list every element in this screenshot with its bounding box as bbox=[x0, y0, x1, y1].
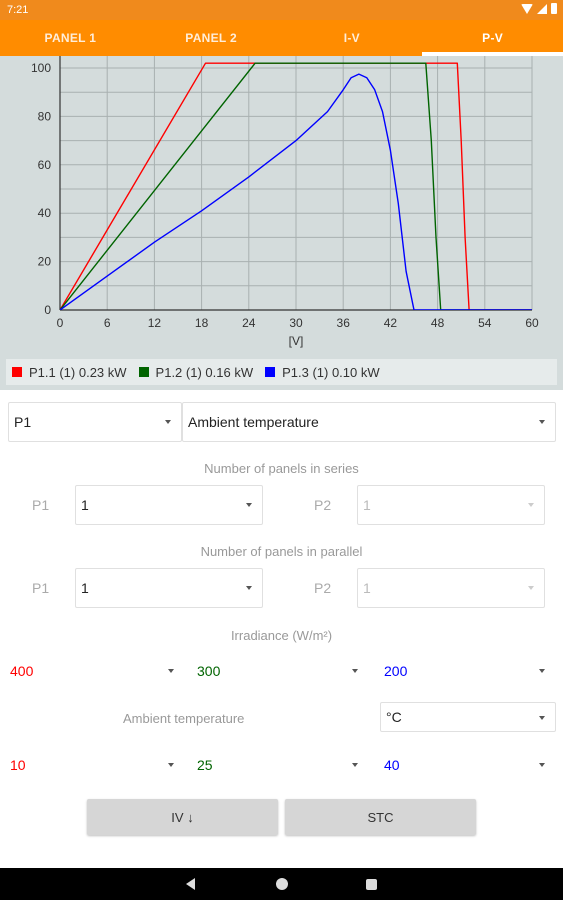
irradiance-3-value: 200 bbox=[384, 663, 408, 679]
legend-swatch bbox=[12, 367, 22, 377]
irradiance-3-select[interactable]: 200 bbox=[384, 656, 545, 686]
iv-button[interactable]: IV ↓ bbox=[87, 799, 278, 835]
x-tick-label: 18 bbox=[195, 316, 209, 330]
settings-form: P1 Ambient temperature Number of panels … bbox=[0, 390, 563, 868]
y-tick-label: 100 bbox=[31, 61, 51, 75]
x-tick-label: 30 bbox=[289, 316, 303, 330]
legend-swatch bbox=[265, 367, 276, 377]
back-icon[interactable] bbox=[186, 878, 195, 890]
chevron-down-icon bbox=[528, 586, 534, 590]
panel-select-value: P1 bbox=[14, 414, 32, 430]
y-tick-label: 20 bbox=[38, 255, 52, 269]
chevron-down-icon bbox=[246, 503, 252, 507]
stc-button[interactable]: STC bbox=[285, 799, 476, 835]
chevron-down-icon bbox=[165, 420, 171, 424]
x-axis-label: [V] bbox=[289, 334, 304, 348]
temperature-3-value: 40 bbox=[384, 757, 400, 773]
chevron-down-icon bbox=[539, 716, 545, 720]
y-tick-label: 80 bbox=[38, 109, 52, 123]
temperature-1-value: 10 bbox=[10, 757, 26, 773]
parallel-p2-label: P2 bbox=[314, 580, 332, 596]
home-icon[interactable] bbox=[276, 878, 288, 890]
irradiance-2-value: 300 bbox=[197, 663, 221, 679]
legend-label: P1.1 (1) 0.23 kW bbox=[29, 364, 127, 380]
irradiance-label: Irradiance (W/m²) bbox=[230, 628, 333, 643]
signal-icon bbox=[537, 3, 547, 14]
temperature-2-select[interactable]: 25 bbox=[197, 750, 358, 780]
y-tick-label: 40 bbox=[38, 206, 52, 220]
tab-i-v[interactable]: I-V bbox=[343, 31, 360, 45]
chart-legend: P1.1 (1) 0.23 kW P1.2 (1) 0.16 kW P1.3 (… bbox=[6, 359, 557, 385]
legend-swatch bbox=[138, 367, 149, 377]
y-tick-label: 60 bbox=[38, 158, 52, 172]
series-label: Number of panels in series bbox=[204, 461, 359, 476]
chevron-down-icon bbox=[352, 669, 358, 673]
y-tick-label: 0 bbox=[44, 303, 51, 317]
x-tick-label: 0 bbox=[57, 316, 64, 330]
series-p1-select[interactable]: 1 bbox=[75, 485, 263, 525]
chevron-down-icon bbox=[246, 586, 252, 590]
x-tick-label: 36 bbox=[337, 316, 351, 330]
chevron-down-icon bbox=[539, 669, 545, 673]
legend-item: P1.2 (1) 0.16 kW bbox=[138, 364, 254, 380]
navigation-bar bbox=[0, 868, 563, 900]
status-bar: 7:21 bbox=[0, 0, 563, 20]
temperature-3-select[interactable]: 40 bbox=[384, 750, 545, 780]
chevron-down-icon bbox=[528, 503, 534, 507]
irradiance-2-select[interactable]: 300 bbox=[197, 656, 358, 686]
tab-p-v[interactable]: P-V bbox=[422, 20, 563, 56]
battery-icon bbox=[551, 3, 557, 14]
chevron-down-icon bbox=[168, 669, 174, 673]
x-tick-label: 12 bbox=[148, 316, 162, 330]
parallel-p2-select[interactable]: 1 bbox=[357, 568, 545, 608]
x-tick-label: 42 bbox=[384, 316, 398, 330]
status-time: 7:21 bbox=[7, 4, 29, 16]
parallel-p1-label: P1 bbox=[32, 580, 50, 596]
parameter-select-value: Ambient temperature bbox=[188, 414, 319, 430]
parallel-label: Number of panels in parallel bbox=[200, 544, 363, 559]
status-icons bbox=[521, 3, 557, 14]
pv-chart-area: 0 6 12 18 24 30 36 42 48 54 60 0 20 40 60 80 100 [V] bbox=[0, 56, 563, 390]
series-p2-select[interactable]: 1 bbox=[357, 485, 545, 525]
x-tick-label: 24 bbox=[242, 316, 256, 330]
ambient-temperature-label: Ambient temperature bbox=[123, 711, 245, 726]
pv-chart: 0 6 12 18 24 30 36 42 48 54 60 0 20 40 60 80 100 [V] bbox=[31, 56, 539, 348]
temperature-unit-value: °C bbox=[386, 709, 402, 725]
series-p1-label: P1 bbox=[32, 497, 50, 513]
parallel-p2-value: 1 bbox=[363, 580, 371, 596]
series-p2-value: 1 bbox=[363, 497, 371, 513]
chevron-down-icon bbox=[352, 763, 358, 767]
x-tick-label: 6 bbox=[104, 316, 111, 330]
temperature-1-select[interactable]: 10 bbox=[10, 750, 174, 780]
recent-apps-icon[interactable] bbox=[366, 879, 377, 890]
tab-panel-2[interactable]: PANEL 2 bbox=[185, 31, 237, 45]
series-line-1 bbox=[60, 62, 532, 310]
parallel-p1-value: 1 bbox=[81, 580, 89, 596]
chevron-down-icon bbox=[168, 763, 174, 767]
chevron-down-icon bbox=[539, 763, 545, 767]
legend-item: P1.1 (1) 0.23 kW bbox=[12, 365, 127, 380]
series-p1-value: 1 bbox=[81, 497, 89, 513]
legend-label: P1.3 (1) 0.10 kW bbox=[282, 364, 380, 380]
temperature-2-value: 25 bbox=[197, 757, 213, 773]
panel-select[interactable]: P1 bbox=[8, 402, 182, 442]
temperature-unit-select[interactable]: °C bbox=[380, 702, 556, 732]
x-tick-label: 60 bbox=[525, 316, 539, 330]
series-line-2 bbox=[60, 62, 532, 310]
parameter-select[interactable]: Ambient temperature bbox=[182, 402, 556, 442]
legend-item: P1.3 (1) 0.10 kW bbox=[265, 365, 380, 380]
chevron-down-icon bbox=[539, 420, 545, 424]
x-tick-label: 54 bbox=[478, 316, 492, 330]
series-line-3 bbox=[60, 73, 532, 310]
x-tick-label: 48 bbox=[431, 316, 445, 330]
tab-bar: PANEL 1 PANEL 2 I-V P-V bbox=[0, 20, 563, 56]
irradiance-1-select[interactable]: 400 bbox=[10, 656, 174, 686]
parallel-p1-select[interactable]: 1 bbox=[75, 568, 263, 608]
wifi-icon bbox=[521, 3, 533, 14]
series-p2-label: P2 bbox=[314, 497, 332, 513]
irradiance-1-value: 400 bbox=[10, 663, 34, 679]
legend-label: P1.2 (1) 0.16 kW bbox=[155, 364, 254, 380]
tab-panel-1[interactable]: PANEL 1 bbox=[44, 31, 97, 45]
